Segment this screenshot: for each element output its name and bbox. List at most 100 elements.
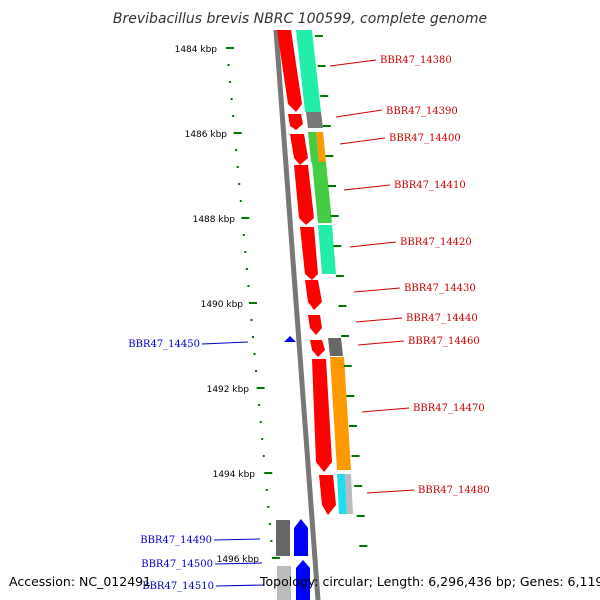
track-dash: [356, 515, 365, 517]
domain-block[interactable]: [312, 162, 332, 223]
map-title: Brevibacillus brevis NBRC 100599, comple…: [113, 11, 487, 27]
track-dash: [325, 155, 334, 157]
track-dash: [322, 125, 331, 127]
gene-arrow-plus[interactable]: [300, 227, 318, 280]
svg-text:BBR47_14500: BBR47_14500: [141, 559, 213, 570]
gene-label-plus[interactable]: BBR47_14380: [329, 55, 452, 67]
kbp-label: 1486 kbp: [185, 130, 228, 140]
gene-label-plus[interactable]: BBR47_14460: [357, 336, 480, 347]
track-dash: [354, 485, 363, 487]
svg-text:BBR47_14470: BBR47_14470: [413, 403, 485, 414]
gene-label-plus[interactable]: BBR47_14420: [349, 237, 472, 248]
ruler-dot: [250, 319, 253, 321]
genome-summary-text: Topology: circular; Length: 6,296,436 bp…: [259, 574, 600, 589]
track-dash: [338, 305, 347, 307]
kbp-label: 1496 kbp: [217, 555, 260, 565]
domain-block[interactable]: [316, 132, 326, 162]
gene-arrow-plus[interactable]: [319, 475, 336, 515]
svg-text:BBR47_14430: BBR47_14430: [404, 283, 476, 294]
ruler-dot: [229, 81, 232, 83]
gene-label-minus[interactable]: BBR47_14500: [141, 559, 263, 570]
ruler-dot: [245, 268, 248, 270]
ruler-major-tick: [264, 472, 273, 474]
gene-arrow-plus[interactable]: [288, 114, 303, 130]
gene-arrow-minus[interactable]: [294, 519, 308, 556]
ruler-dot: [238, 183, 241, 185]
kbp-label: 1492 kbp: [207, 385, 250, 395]
ruler-dot: [253, 353, 256, 355]
ruler-major-tick: [271, 557, 280, 559]
minus-strand-features: [276, 336, 310, 600]
ruler-dot: [259, 421, 262, 423]
gene-arrow-plus[interactable]: [277, 30, 302, 112]
gene-arrow-plus[interactable]: [308, 315, 322, 335]
svg-text:BBR47_14460: BBR47_14460: [408, 336, 480, 347]
kbp-label: 1488 kbp: [193, 215, 236, 225]
gene-label-plus[interactable]: BBR47_14440: [355, 313, 478, 324]
domain-block[interactable]: [308, 132, 319, 162]
domain-block[interactable]: [337, 474, 347, 514]
ruler-dot: [258, 404, 261, 406]
domain-block[interactable]: [296, 30, 321, 112]
domain-block[interactable]: [330, 357, 351, 470]
gene-label-plus[interactable]: BBR47_14470: [361, 403, 485, 414]
gene-label-minus[interactable]: BBR47_14450: [128, 339, 249, 350]
ruler-dot: [268, 523, 271, 525]
ruler-dot: [247, 285, 250, 287]
track-dash: [330, 215, 339, 217]
svg-text:BBR47_14420: BBR47_14420: [400, 237, 472, 248]
gene-label-plus[interactable]: BBR47_14430: [353, 283, 476, 294]
track-dash: [359, 545, 368, 547]
ruler-dot: [252, 336, 255, 338]
gene-label-plus[interactable]: BBR47_14400: [339, 133, 461, 145]
ruler-dot: [236, 166, 239, 168]
plus-gene-labels: BBR47_14380 BBR47_14390 BBR47_14400 BBR4…: [329, 55, 490, 496]
kbp-ticks: 1484 kbp 1486 kbp 1488 kbp 1490 kbp 1492…: [175, 45, 260, 565]
svg-text:BBR47_14380: BBR47_14380: [380, 55, 452, 66]
gene-label-plus[interactable]: BBR47_14390: [335, 106, 458, 118]
genome-backbone: [273, 29, 321, 600]
gene-arrow-minus[interactable]: [296, 560, 310, 600]
feature-track-dashes: [315, 35, 368, 547]
gene-arrow-minus[interactable]: [284, 336, 296, 342]
gene-block-light[interactable]: [277, 566, 291, 600]
ruler-dot: [255, 370, 258, 372]
ruler-major-tick: [233, 132, 242, 134]
gene-arrow-plus[interactable]: [312, 359, 332, 472]
gene-label-plus[interactable]: BBR47_14480: [366, 485, 490, 496]
ruler-dot: [230, 98, 233, 100]
gene-arrow-plus[interactable]: [294, 165, 314, 225]
domain-block[interactable]: [345, 474, 353, 514]
gene-arrow-plus[interactable]: [305, 280, 322, 310]
track-dash: [333, 245, 342, 247]
accession-text: Accession: NC_012491: [9, 574, 151, 589]
gene-label-minus[interactable]: BBR47_14490: [140, 535, 261, 546]
minus-gene-labels: BBR47_14450 BBR47_14490 BBR47_14500 BBR4…: [128, 339, 265, 592]
ruler-dot: [261, 438, 264, 440]
svg-text:BBR47_14480: BBR47_14480: [418, 485, 490, 496]
track-dash: [348, 425, 357, 427]
ruler-dot: [235, 149, 238, 151]
ruler-dot: [244, 251, 247, 253]
domain-block[interactable]: [306, 112, 323, 128]
domain-block[interactable]: [328, 338, 343, 356]
gene-block-grey[interactable]: [276, 520, 290, 556]
track-dash: [315, 35, 323, 37]
kbp-label: 1494 kbp: [213, 470, 256, 480]
kbp-label: 1490 kbp: [201, 300, 244, 310]
svg-text:BBR47_14390: BBR47_14390: [386, 106, 458, 117]
gene-arrow-plus[interactable]: [290, 134, 308, 165]
ruler-major-tick: [241, 217, 250, 219]
gene-arrow-plus[interactable]: [310, 340, 325, 357]
gene-label-plus[interactable]: BBR47_14410: [343, 180, 466, 191]
track-dash: [320, 95, 329, 97]
ruler-major-tick: [248, 302, 257, 304]
track-dash: [351, 455, 360, 457]
ruler-major-tick: [256, 387, 265, 389]
ruler-dot: [232, 115, 235, 117]
ruler-dot: [265, 489, 268, 491]
domain-block[interactable]: [318, 225, 336, 274]
gene-label-minus[interactable]: BBR47_14510: [142, 581, 265, 592]
track-dash: [317, 65, 326, 67]
